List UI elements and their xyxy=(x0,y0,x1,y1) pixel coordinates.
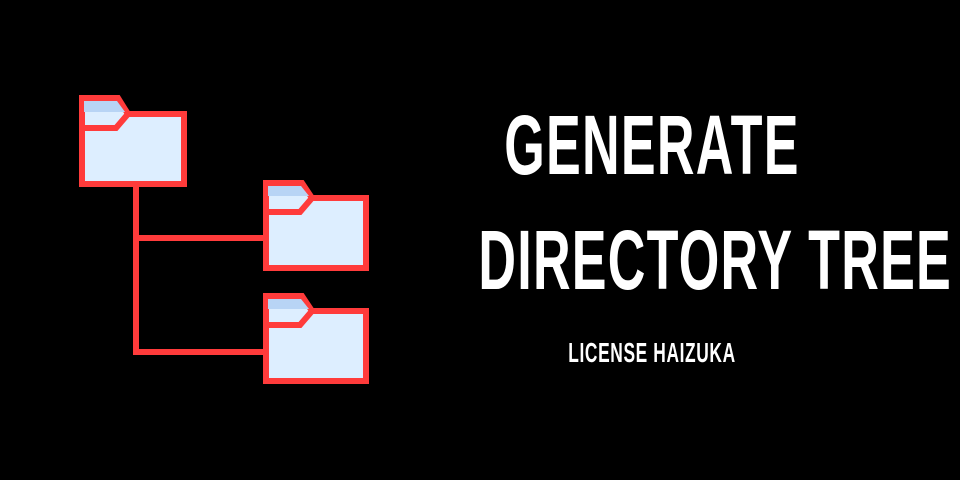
child-folder-icon-2 xyxy=(263,293,369,384)
title-line-2: DIRECTORY TREE xyxy=(478,213,953,307)
directory-tree-graphic xyxy=(79,95,369,384)
title-line-1: GENERATE xyxy=(504,98,800,192)
root-folder-icon xyxy=(79,95,187,187)
tree-connectors xyxy=(133,179,271,355)
subtitle: LICENSE HAIZUKA xyxy=(568,337,736,368)
child-folder-icon-1 xyxy=(263,180,369,271)
